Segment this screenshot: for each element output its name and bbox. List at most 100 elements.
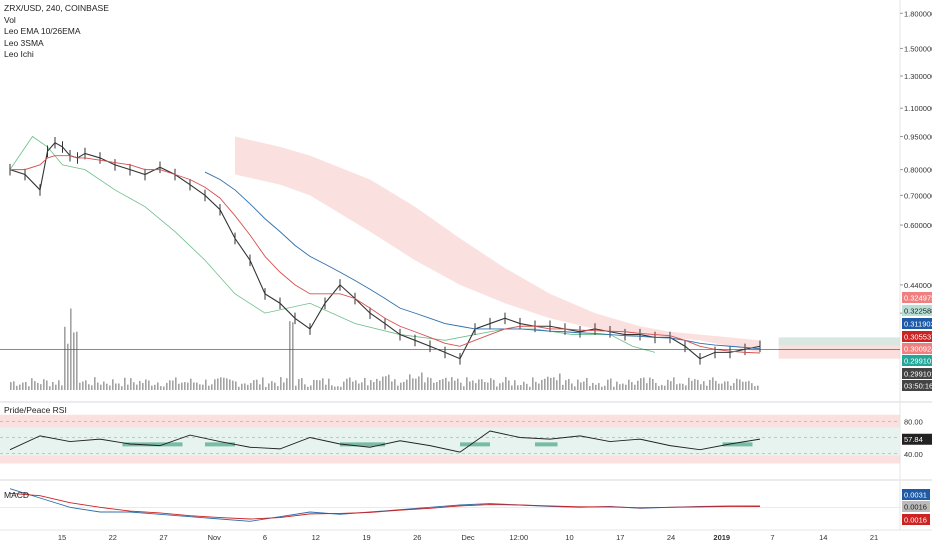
- macd-pane-title[interactable]: MACD: [4, 490, 30, 500]
- volume-bar: [337, 386, 339, 390]
- macd-tag-label: 0.0031: [904, 491, 927, 500]
- volume-bar: [235, 381, 237, 390]
- volume-bar: [160, 386, 162, 390]
- volume-bar: [127, 384, 129, 390]
- volume-bar: [154, 384, 156, 390]
- volume-bar: [181, 382, 183, 390]
- volume-bar: [460, 382, 462, 390]
- volume-bar: [658, 386, 660, 390]
- volume-bar: [205, 379, 207, 390]
- volume-bar: [571, 383, 573, 390]
- volume-bar: [289, 321, 291, 390]
- volume-bar: [640, 378, 642, 390]
- volume-bar: [679, 383, 681, 390]
- volume-bar: [64, 326, 66, 390]
- volume-bar: [595, 384, 597, 390]
- volume-bar: [616, 381, 618, 390]
- ichimoku-cloud-future-green: [778, 337, 900, 346]
- volume-bar: [406, 379, 408, 390]
- volume-bar: [325, 384, 327, 390]
- volume-bar: [196, 382, 198, 390]
- volume-bar: [148, 380, 150, 390]
- volume-bar: [250, 383, 252, 390]
- volume-bar: [409, 374, 411, 390]
- macd-tag: [902, 514, 930, 525]
- volume-bar: [133, 382, 135, 390]
- volume-bar: [523, 381, 525, 390]
- volume-bar: [316, 380, 318, 390]
- volume-bar: [451, 377, 453, 390]
- volume-bar: [436, 382, 438, 390]
- volume-bar: [682, 383, 684, 390]
- volume-bar: [136, 384, 138, 390]
- volume-bar: [109, 385, 111, 390]
- sma-line: [204, 171, 761, 350]
- volume-bar: [238, 386, 240, 390]
- volume-bar: [538, 383, 540, 390]
- volume-bar: [55, 384, 57, 390]
- time-axis-label: 21: [870, 533, 878, 542]
- rsi-signal-block: [722, 442, 753, 447]
- volume-bar: [502, 382, 504, 390]
- volume-bar: [31, 378, 33, 390]
- volume-bar: [19, 384, 21, 390]
- indicator-ichimoku[interactable]: Leo Ichi: [4, 49, 34, 59]
- time-axis-label: 26: [413, 533, 421, 542]
- volume-bar: [388, 374, 390, 390]
- volume-bar: [418, 376, 420, 390]
- volume-bar: [628, 379, 630, 390]
- volume-bar: [415, 378, 417, 390]
- volume-bar: [361, 382, 363, 390]
- rsi-pane-title[interactable]: Pride/Peace RSI: [4, 405, 67, 415]
- volume-bar: [142, 382, 144, 390]
- indicator-vol[interactable]: Vol: [4, 14, 16, 25]
- volume-bar: [637, 380, 639, 390]
- volume-bar: [487, 382, 489, 390]
- volume-bar: [295, 385, 297, 390]
- volume-bar: [703, 381, 705, 390]
- volume-bar: [274, 382, 276, 390]
- volume-bar: [358, 383, 360, 390]
- time-axis-label: 24: [667, 533, 675, 542]
- volume-bar: [646, 383, 648, 390]
- time-axis-label: 15: [58, 533, 66, 542]
- volume-bar: [166, 382, 168, 390]
- symbol-title[interactable]: ZRX/USD, 240, COINBASE: [4, 3, 109, 13]
- volume-bar: [145, 379, 147, 390]
- time-axis-label: 6: [263, 533, 267, 542]
- volume-bar: [589, 385, 591, 390]
- volume-bar: [532, 377, 534, 390]
- rsi-axis-tick-label: 40.00: [904, 450, 923, 459]
- volume-bar: [163, 386, 165, 390]
- volume-bar: [592, 382, 594, 390]
- volume-bar: [262, 377, 264, 390]
- volume-bar: [349, 377, 351, 390]
- volume-bar: [328, 378, 330, 390]
- volume-bar: [724, 381, 726, 390]
- volume-bar: [520, 384, 522, 390]
- price-axis-tick-label: 1.300000: [904, 72, 932, 81]
- volume-bar: [403, 381, 405, 390]
- indicator-ema[interactable]: Leo EMA 10/26EMA: [4, 26, 81, 36]
- price-tag: [902, 331, 932, 342]
- volume-bar: [634, 384, 636, 390]
- rsi-value-tag-label: 57.84: [904, 435, 923, 444]
- volume-bar: [625, 384, 627, 390]
- volume-bar: [730, 385, 732, 390]
- volume-bar: [220, 377, 222, 390]
- volume-bar: [286, 378, 288, 390]
- indicator-sma[interactable]: Leo 3SMA: [4, 37, 44, 48]
- volume-bar: [481, 379, 483, 390]
- macd-tag-label: 0.0016: [904, 516, 927, 525]
- volume-bar: [685, 385, 687, 390]
- volume-bar: [259, 384, 261, 390]
- volume-bar: [124, 377, 126, 390]
- volume-bar: [610, 378, 612, 390]
- volume-bar: [652, 378, 654, 390]
- volume-bar: [496, 386, 498, 390]
- volume-bar: [439, 379, 441, 390]
- volume-bar: [271, 381, 273, 390]
